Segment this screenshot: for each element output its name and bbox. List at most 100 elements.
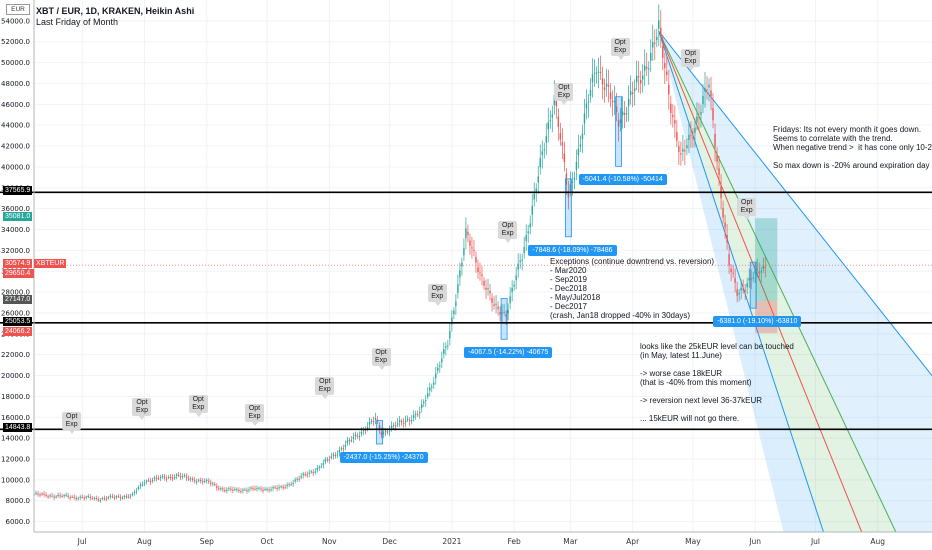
candle-body <box>449 331 451 339</box>
opt-exp-marker[interactable]: Opt Exp <box>737 198 757 221</box>
candle-body <box>121 497 124 499</box>
candle-body <box>380 432 383 436</box>
candle-body <box>173 477 176 479</box>
candle-body <box>696 116 698 123</box>
candle-body <box>169 476 172 478</box>
currency-button[interactable]: EUR <box>6 4 30 15</box>
candle-body <box>55 496 57 498</box>
candle-body <box>519 260 521 263</box>
candle-body <box>531 205 533 215</box>
y-tick-label: 44000.0 <box>1 122 30 130</box>
candle-body <box>613 100 616 102</box>
opt-exp-marker[interactable]: Opt Exp <box>62 411 82 434</box>
candle-body <box>129 495 132 497</box>
candle-body <box>187 478 190 480</box>
measure-label[interactable]: -4067.5 (-14.22%) -40675 <box>464 347 553 359</box>
candle-body <box>499 311 501 315</box>
y-tick-label: 34000.0 <box>1 226 30 234</box>
opt-exp-marker[interactable]: Opt Exp <box>315 377 335 400</box>
candle-body <box>545 136 547 143</box>
candle-body <box>639 79 642 84</box>
candle-body <box>282 486 284 488</box>
position-target-zone <box>755 218 778 301</box>
candle-body <box>615 106 618 113</box>
candle-body <box>561 142 564 146</box>
x-tick-label: Jul <box>810 537 820 546</box>
candle-body <box>366 427 369 429</box>
opt-exp-marker[interactable]: Opt Exp <box>680 49 700 72</box>
candle-body <box>529 223 531 228</box>
candle-body <box>300 476 302 478</box>
candle-body <box>644 65 646 71</box>
candle-body <box>208 480 210 482</box>
candle-body <box>288 483 290 485</box>
candle-body <box>437 367 439 371</box>
candle-body <box>710 90 712 97</box>
candle-body <box>635 75 638 83</box>
candle-body <box>360 431 363 434</box>
candle-body <box>587 101 590 103</box>
measure-label[interactable]: -7848.6 (-18.09%) -78486 <box>528 244 617 256</box>
candle-body <box>419 412 421 414</box>
candle-body <box>342 448 345 450</box>
candle-body <box>234 489 236 491</box>
opt-exp-marker[interactable]: Opt Exp <box>188 395 208 418</box>
candle-body <box>89 496 91 498</box>
measure-bar <box>500 298 508 340</box>
measure-label[interactable]: -6381.0 (-19.10%) -63810 <box>713 316 802 328</box>
candle-body <box>332 454 335 456</box>
y-tick-label: 52000.0 <box>1 38 30 46</box>
opt-exp-marker[interactable]: Opt Exp <box>371 347 391 370</box>
candle-body <box>445 346 447 348</box>
candle-body <box>101 498 104 500</box>
opt-exp-marker[interactable]: Opt Exp <box>498 220 518 243</box>
candle-body <box>571 181 574 183</box>
candle-body <box>752 277 754 279</box>
opt-exp-marker[interactable]: Opt Exp <box>554 83 574 106</box>
measure-bar <box>376 420 383 445</box>
candle-body <box>67 495 69 497</box>
candle-body <box>398 420 401 422</box>
candle-body <box>543 149 545 151</box>
measure-label[interactable]: -2437.0 (-15.25%) -24370 <box>339 451 428 463</box>
candle-body <box>523 247 525 254</box>
candle-body <box>465 228 467 239</box>
candle-body <box>674 120 676 124</box>
candle-body <box>372 421 375 423</box>
candle-body <box>358 435 361 437</box>
x-tick-label: 2021 <box>442 537 461 546</box>
opt-exp-marker[interactable]: Opt Exp <box>132 398 152 421</box>
candle-body <box>414 413 417 415</box>
opt-exp-marker[interactable]: Opt Exp <box>244 404 264 427</box>
candle-body <box>340 448 343 450</box>
candle-body <box>443 349 445 354</box>
candle-body <box>179 476 182 478</box>
opt-exp-marker[interactable]: Opt Exp <box>427 283 447 306</box>
candle-body <box>210 482 212 484</box>
candle-body <box>425 399 427 401</box>
candle-body <box>750 278 752 280</box>
candle-body <box>298 478 300 480</box>
candle-body <box>322 463 324 465</box>
candle-body <box>192 478 194 480</box>
candle-body <box>57 494 59 496</box>
candle-body <box>212 483 214 485</box>
candle-body <box>272 487 274 489</box>
candle-body <box>159 476 162 478</box>
opt-exp-marker[interactable]: Opt Exp <box>610 38 630 60</box>
time-axis[interactable]: Jul Aug Sep Oct Nov Dec 2021 Feb Mar Apr May Jun Jul… <box>34 531 932 546</box>
candle-body <box>525 234 527 241</box>
candle-body <box>513 284 515 287</box>
candle-body <box>246 490 248 492</box>
candle-body <box>167 476 170 478</box>
candle-body <box>607 85 610 87</box>
candle-body <box>264 488 266 490</box>
candle-body <box>268 489 270 491</box>
measure-label[interactable]: -5041.4 (-10.58%) -50414 <box>578 174 667 186</box>
candle-body <box>521 259 523 261</box>
candle-body <box>147 480 150 482</box>
candle-body <box>206 479 208 481</box>
candle-body <box>605 83 608 87</box>
